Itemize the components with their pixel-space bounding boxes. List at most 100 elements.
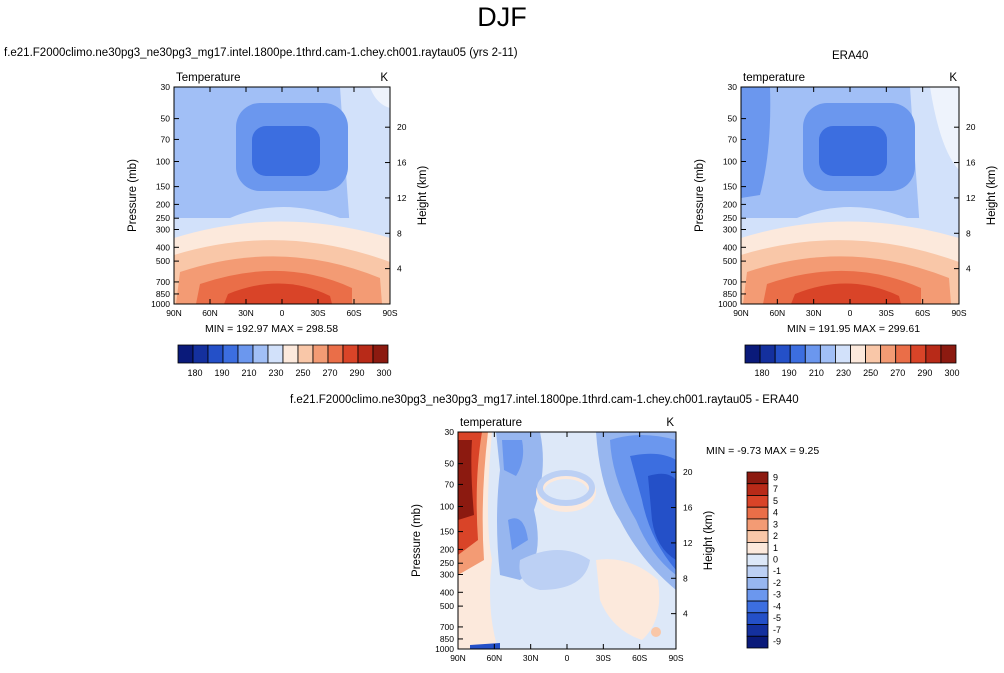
model-lat-tick-label: 60N	[202, 308, 218, 318]
diff-colorbar-swatch	[746, 483, 769, 496]
obs-lat-tick-label: 90N	[733, 308, 749, 318]
model-lat-tick-label: 30N	[238, 308, 254, 318]
diff-colorbar-label: 7	[773, 484, 778, 494]
model-colorbar-swatch	[222, 344, 239, 364]
diff-colorbar-swatch	[746, 612, 769, 625]
diff-lat-tick-label: 0	[565, 653, 570, 663]
diff-height-tick-label: 12	[683, 538, 693, 548]
diff-colorbar-swatch	[746, 530, 769, 543]
diff-lat-tick-label: 30S	[596, 653, 611, 663]
obs-lat-tick-label: 0	[848, 308, 853, 318]
obs-pressure-tick-label: 250	[723, 213, 737, 223]
diff-colorbar-label: 5	[773, 496, 778, 506]
diff-pressure-tick-label: 400	[440, 587, 454, 597]
diff-lat-tick-label: 90N	[450, 653, 466, 663]
model-pressure-tick-label: 850	[156, 289, 170, 299]
obs-height-tick-label: 20	[966, 122, 976, 132]
model-colorbar-swatch	[252, 344, 269, 364]
obs-colorbar-label: 290	[917, 368, 932, 378]
obs-height-tick-label: 12	[966, 193, 976, 203]
obs-colorbar-label: 190	[782, 368, 797, 378]
diff-pressure-tick-label: 500	[440, 601, 454, 611]
model-colorbar-swatch	[192, 344, 209, 364]
obs-height-tick-label: 16	[966, 158, 976, 168]
obs-colorbar-label: 210	[809, 368, 824, 378]
model-pressure-tick-label: 700	[156, 277, 170, 287]
obs-pressure-tick-label: 500	[723, 256, 737, 266]
obs-colorbar-swatch	[744, 344, 761, 364]
model-units-label: K	[380, 72, 388, 84]
model-case-title: f.e21.F2000climo.ne30pg3_ne30pg3_mg17.in…	[4, 47, 518, 59]
obs-colorbar-label: 270	[890, 368, 905, 378]
model-height-tick-label: 16	[397, 158, 407, 168]
diff-pressure-tick-label: 700	[440, 622, 454, 632]
model-height-tick-label: 20	[397, 122, 407, 132]
colorbars: 180 190 210 230 250 270 290 300 180 190 210 230 250 2…	[177, 344, 959, 649]
obs-lat-tick-label: 30S	[879, 308, 894, 318]
obs-colorbar-swatch	[850, 344, 866, 364]
diff-colorbar-swatch	[746, 471, 769, 485]
diff-colorbar-label: -1	[773, 566, 781, 576]
model-pressure-tick-label: 200	[156, 199, 170, 209]
model-min-max: MIN = 192.97 MAX = 298.58	[205, 323, 339, 335]
model-lat-tick-label: 90N	[166, 308, 182, 318]
diff-pressure-tick-label: 300	[440, 569, 454, 579]
obs-pressure-tick-label: 300	[723, 224, 737, 234]
obs-min-max: MIN = 191.95 MAX = 299.61	[787, 323, 921, 335]
model-colorbar-swatch	[237, 344, 254, 364]
diff-height-tick-label: 16	[683, 503, 693, 513]
obs-pressure-tick-label: 50	[728, 114, 738, 124]
obs-pressure-tick-label: 700	[723, 277, 737, 287]
diff-lat-tick-label: 90S	[668, 653, 683, 663]
model-lat-tick-label: 90S	[382, 308, 397, 318]
model-pressure-tick-label: 1000	[151, 299, 170, 309]
obs-colorbar-swatch	[819, 344, 836, 364]
model-colorbar-label: 250	[295, 368, 310, 378]
obs-case-title: ERA40	[832, 50, 869, 62]
obs-pressure-tick-label: 150	[723, 182, 737, 192]
diff-min-max: MIN = -9.73 MAX = 9.25	[706, 445, 820, 457]
obs-lat-tick-label: 30N	[806, 308, 822, 318]
obs-pressure-tick-label: 400	[723, 242, 737, 252]
obs-colorbar-swatch	[940, 344, 957, 364]
diff-colorbar-label: 0	[773, 555, 778, 565]
diff-pressure-tick-label: 850	[440, 634, 454, 644]
diff-colorbar-label: 9	[773, 472, 778, 482]
diff-pressure-tick-label: 1000	[435, 644, 454, 654]
diff-colorbar-swatch	[746, 577, 769, 590]
obs-colorbar-swatch	[910, 344, 927, 364]
page-title: DJF	[477, 2, 527, 32]
diff-pressure-tick-label: 30	[445, 427, 455, 437]
diff-pressure-tick-label: 100	[440, 502, 454, 512]
obs-lat-tick-label: 60N	[770, 308, 786, 318]
model-contour-fill	[174, 87, 390, 304]
obs-colorbar-swatch	[865, 344, 882, 364]
obs-height-tick-label: 8	[966, 228, 971, 238]
diff-lat-tick-label: 30N	[523, 653, 539, 663]
model-colorbar-swatch	[327, 344, 344, 364]
diff-colorbar-swatch	[746, 624, 769, 637]
model-colorbar-label: 230	[268, 368, 283, 378]
obs-y2label: Height (km)	[986, 166, 998, 226]
model-colorbar-swatch	[342, 344, 359, 364]
diff-colorbar-label: -7	[773, 625, 781, 635]
diff-colorbar-swatch	[746, 600, 769, 614]
diff-pressure-tick-label: 200	[440, 544, 454, 554]
diff-colorbar-swatch	[746, 553, 769, 567]
model-pressure-tick-label: 50	[161, 114, 171, 124]
diff-colorbar-swatch	[746, 506, 769, 520]
diff-colorbar-swatch	[746, 588, 769, 602]
diff-pressure-tick-label: 70	[445, 479, 455, 489]
model-height-tick-label: 12	[397, 193, 407, 203]
diff-variable-label: temperature	[460, 417, 522, 429]
model-ylabel: Pressure (mb)	[127, 159, 139, 232]
obs-colorbar-swatch	[759, 344, 776, 364]
model-colorbar-swatch	[372, 344, 389, 364]
diff-height-tick-label: 4	[683, 609, 688, 619]
diff-colorbar-swatch	[746, 635, 769, 649]
model-colorbar-swatch	[312, 344, 329, 364]
model-colorbar-label: 180	[187, 368, 202, 378]
diff-units-label: K	[666, 417, 674, 429]
obs-colorbar-swatch	[789, 344, 806, 364]
